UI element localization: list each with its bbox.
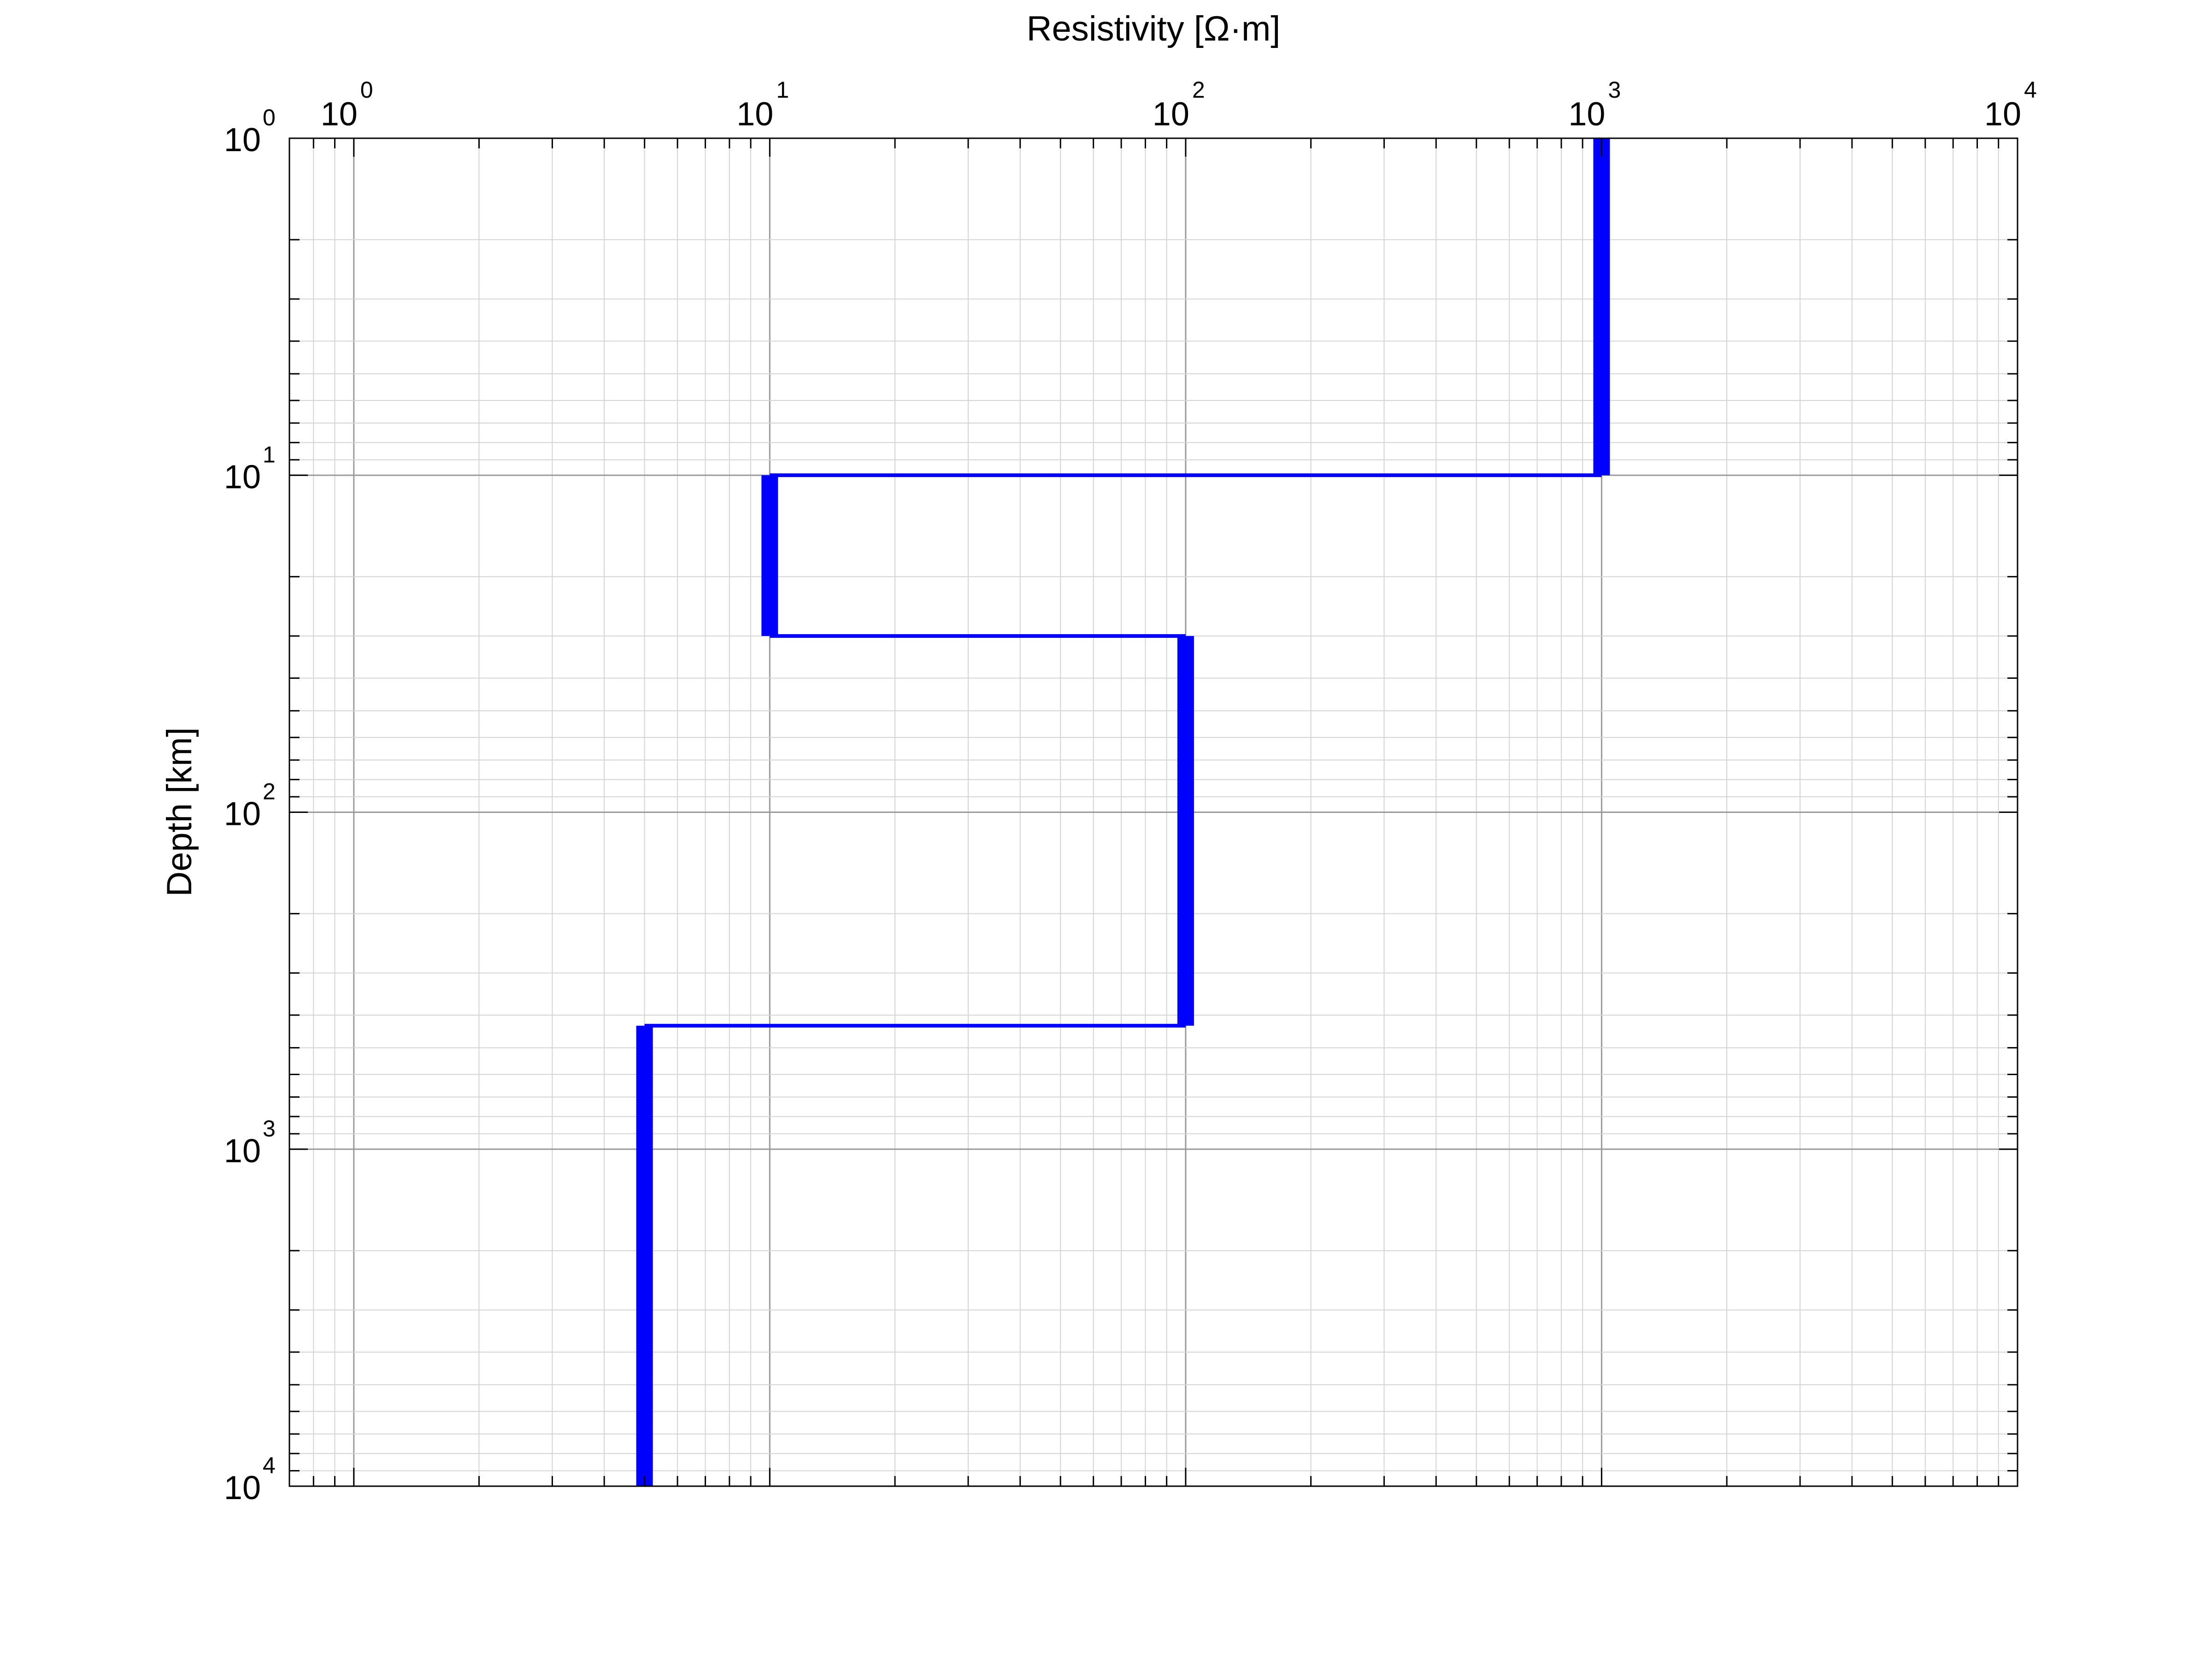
x-tick-label: 10 [1153,96,1189,133]
y-tick-label: 10 [224,459,261,495]
y-axis-title: Depth [km] [160,727,199,896]
y-tick-label: 10 [224,796,261,833]
x-tick-label: 10 [321,96,358,133]
y-tick-label-exponent: 0 [263,105,276,130]
minor-ticks [288,137,2018,1487]
series-layer [636,138,1610,1486]
y-tick-label: 10 [224,1133,261,1170]
y-tick-label-exponent: 3 [263,1116,276,1141]
x-tick-label-exponent: 2 [1192,77,1205,103]
x-tick-label-exponent: 0 [360,77,373,103]
y-tick-label: 10 [224,122,261,159]
y-tick-label-exponent: 4 [263,1453,276,1478]
y-tick-label: 10 [224,1470,261,1506]
x-tick-label-exponent: 1 [776,77,789,103]
x-tick-label: 10 [736,96,773,133]
x-axis-title: Resistivity [Ω·m] [1027,9,1281,48]
y-tick-label-exponent: 1 [263,441,276,467]
grid [289,137,2018,1487]
x-tick-label-exponent: 4 [2024,77,2037,103]
x-tick-label: 10 [1984,96,2021,133]
y-tick-label-exponent: 2 [263,779,276,805]
x-tick-label: 10 [1568,96,1605,133]
x-tick-label-exponent: 3 [1608,77,1621,103]
